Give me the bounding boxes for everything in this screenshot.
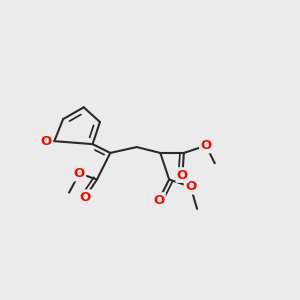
- Text: O: O: [80, 190, 91, 204]
- Text: O: O: [185, 180, 196, 193]
- Text: O: O: [153, 194, 164, 207]
- Text: O: O: [74, 167, 85, 180]
- Text: O: O: [177, 169, 188, 182]
- Text: O: O: [40, 135, 52, 148]
- Text: O: O: [200, 139, 211, 152]
